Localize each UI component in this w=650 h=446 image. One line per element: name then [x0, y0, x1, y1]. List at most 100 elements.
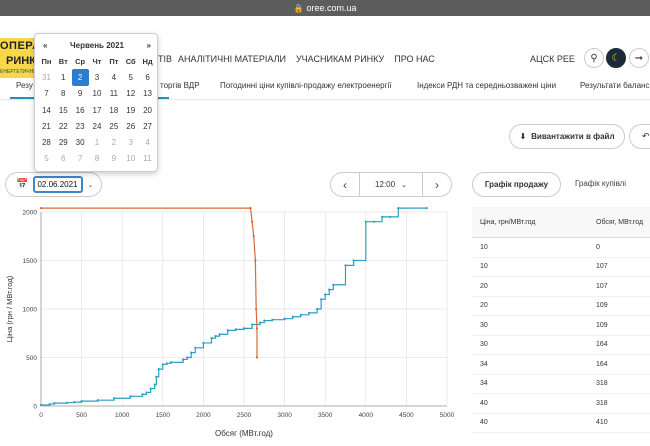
lock-icon: 🔒: [293, 3, 304, 13]
next-hour-button[interactable]: ›: [435, 177, 439, 192]
nav-item-participants[interactable]: УЧАСНИКАМ РИНКУ: [295, 54, 385, 64]
calendar-day[interactable]: 13: [143, 89, 153, 99]
calendar-day[interactable]: 18: [109, 105, 119, 115]
tab-results[interactable]: Резу: [16, 81, 33, 90]
calendar-day[interactable]: 31: [41, 72, 51, 82]
calendar-day[interactable]: 11: [143, 154, 152, 164]
calendar-day[interactable]: 28: [41, 138, 51, 148]
download-button[interactable]: ⬇ Вивантажити в файл: [509, 124, 625, 149]
calendar-day[interactable]: 29: [58, 138, 68, 148]
tab-vdr[interactable]: торгів ВДР: [160, 81, 200, 90]
tab-hourly-prices[interactable]: Погодинні ціни купівлі-продажу електроен…: [220, 81, 392, 90]
prev-hour-button[interactable]: ‹: [343, 177, 347, 192]
sale-curve-point: [242, 327, 246, 330]
calendar-day[interactable]: 4: [145, 138, 150, 148]
calendar-day[interactable]: 5: [44, 154, 49, 164]
sale-curve-point: [372, 220, 376, 223]
date-input[interactable]: 02.06.2021: [33, 176, 84, 193]
calendar-day[interactable]: 9: [77, 89, 83, 99]
cell-price: 40: [480, 419, 488, 427]
table-row: 30 109: [472, 316, 650, 336]
price-volume-table: Ціна, грн/МВт.год Обсяг, МВт.год 10 0 10 10…: [472, 207, 650, 433]
calendar-day[interactable]: 30: [75, 138, 85, 148]
column-header-volume: Обсяг, МВт.год: [596, 218, 644, 226]
calendar-day[interactable]: 4: [111, 72, 117, 82]
search-button[interactable]: ⚲: [584, 48, 604, 68]
browser-url-bar[interactable]: 🔒 oree.com.ua: [0, 0, 650, 16]
prev-month-button[interactable]: «: [43, 41, 48, 50]
calendar-day[interactable]: 17: [92, 105, 102, 115]
sale-curve-point: [169, 361, 173, 364]
calendar-day[interactable]: 8: [94, 154, 100, 164]
next-month-button[interactable]: »: [146, 41, 151, 50]
calendar-day[interactable]: 21: [41, 121, 51, 131]
calendar-day[interactable]: 15: [58, 105, 68, 115]
calendar-day[interactable]: 16: [75, 105, 85, 115]
buy-curve-point: [249, 207, 252, 210]
back-arrow-icon: ↶: [642, 131, 650, 141]
calendar-day[interactable]: 1: [61, 72, 66, 82]
tab-rdn-indices[interactable]: Індекси РДН та середньозважені ціни: [417, 81, 557, 90]
weekday-label: Ср: [75, 56, 86, 66]
calendar-day[interactable]: 9: [111, 154, 117, 164]
buy-curve-point: [252, 235, 255, 238]
calendar-day[interactable]: 19: [126, 105, 136, 115]
active-tab-indicator: [10, 97, 50, 99]
calendar-day[interactable]: 5: [128, 72, 133, 82]
back-button[interactable]: ↶: [629, 124, 650, 149]
calendar-day[interactable]: 8: [61, 89, 66, 99]
date-picker-control[interactable]: 📅 02.06.2021 ⌄: [5, 172, 102, 197]
sale-curve-point: [190, 351, 193, 354]
nav-item-partial[interactable]: ТІВ: [158, 54, 173, 64]
download-icon: ⬇: [519, 132, 527, 141]
chevron-down-icon[interactable]: ⌄: [87, 181, 94, 189]
calendar-day[interactable]: 14: [41, 105, 51, 115]
calendar-day[interactable]: 24: [92, 121, 102, 131]
cell-volume: 410: [596, 419, 608, 427]
calendar-day[interactable]: 22: [58, 121, 68, 131]
calendar-day[interactable]: 25: [109, 121, 119, 131]
login-button[interactable]: ➞: [629, 48, 649, 68]
table-row: 10 107: [472, 258, 650, 277]
calendar-day[interactable]: 1: [94, 138, 100, 148]
sale-curve-point: [157, 368, 160, 371]
calendar-day[interactable]: 6: [145, 72, 150, 82]
sale-curve-point: [153, 383, 156, 386]
table-row: 10 0: [472, 238, 650, 258]
calendar-day[interactable]: 7: [77, 154, 83, 164]
y-tick-label: 1000: [23, 307, 38, 314]
cell-volume: 318: [596, 380, 608, 388]
calendar-day[interactable]: 27: [143, 121, 153, 131]
nav-item-about[interactable]: ПРО НАС: [394, 54, 435, 64]
sale-chart-button[interactable]: Графік продажу: [472, 172, 561, 197]
acsk-link[interactable]: АЦСК РЕЕ: [530, 54, 575, 64]
selected-day[interactable]: 2: [71, 69, 89, 86]
time-dropdown[interactable]: 12:00 ⌄: [359, 173, 423, 196]
calendar-day[interactable]: 26: [126, 121, 136, 131]
cell-volume: 164: [596, 341, 608, 349]
calendar-day[interactable]: 3: [128, 138, 133, 148]
calendar-day[interactable]: 6: [61, 154, 66, 164]
calendar-day[interactable]: 10: [92, 89, 102, 99]
calendar-day[interactable]: 2: [111, 138, 117, 148]
calendar-day[interactable]: 11: [109, 89, 118, 99]
sale-curve-point: [48, 402, 51, 406]
table-body: 10 0 10 107 20 107 20 109 30 109 30 164 34 164 34 318 40…: [472, 238, 650, 433]
sale-curve-point: [65, 401, 68, 404]
calendar-day[interactable]: 7: [44, 89, 49, 99]
calendar-day[interactable]: 20: [143, 105, 153, 115]
sale-curve-point: [129, 395, 132, 398]
tab-balance-results[interactable]: Результати баланс: [580, 81, 650, 90]
calendar-day[interactable]: 3: [94, 72, 100, 82]
theme-toggle-button[interactable]: ☾: [606, 48, 626, 68]
sale-curve-point: [149, 387, 152, 390]
datepicker-header: « Червень 2021 »: [35, 39, 159, 52]
calendar-day[interactable]: 10: [126, 154, 136, 164]
calendar-day[interactable]: 12: [126, 89, 136, 99]
buy-chart-button[interactable]: Графік купівлі: [575, 179, 627, 188]
nav-item-analytics[interactable]: АНАЛІТИЧНІ МАТЕРІАЛИ: [178, 54, 286, 64]
datepicker-month-title[interactable]: Червень 2021: [70, 41, 124, 50]
x-tick-label: 1000: [115, 412, 130, 419]
calendar-day[interactable]: 23: [75, 121, 85, 131]
y-tick-label: 1500: [23, 258, 38, 265]
